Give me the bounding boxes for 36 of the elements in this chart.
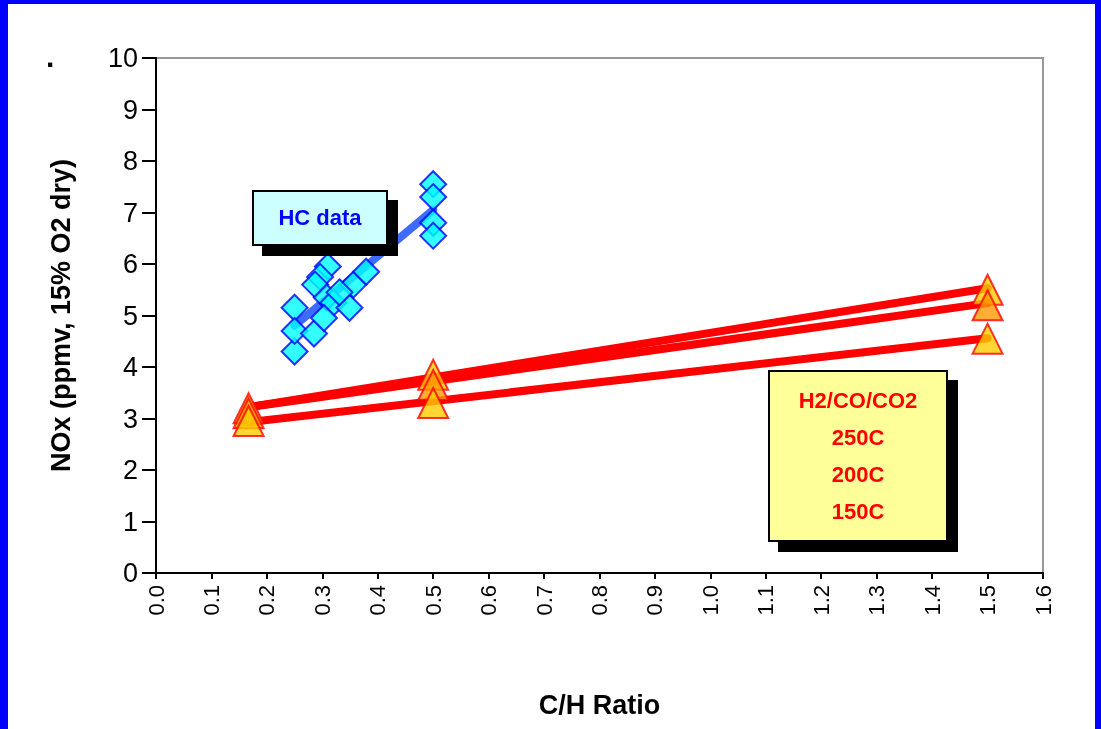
y-tick-label: 8 [122,146,138,176]
x-tick-label: 0.6 [476,585,502,616]
x-tick-label: 1.0 [697,585,723,616]
annotation: 200C [830,461,886,489]
y-tick-label: 2 [122,455,138,485]
y-tick-label: 1 [122,506,138,537]
x-tick-label: 1.2 [808,585,834,616]
annotation: 150C [830,498,886,526]
y-tick-label: 4 [122,352,138,382]
y-tick-label: 5 [122,300,138,331]
text: . [46,40,55,74]
x-tick-label: 0.1 [198,585,224,616]
y-tick-label: 3 [122,403,138,434]
x-tick-label: 1.3 [864,585,890,616]
annotation: 250C [830,424,886,452]
x-tick-label: 0.7 [531,585,557,616]
x-tick-label: 0.2 [254,585,280,616]
annotation: H2/CO/CO2 [797,387,919,415]
x-tick-label: 0.9 [642,585,668,616]
y-tick-label: 7 [122,197,138,228]
y-tick-label: 6 [122,249,138,279]
x-tick-label: 1.4 [919,585,945,616]
y-axis-title: NOx (ppmv, 15% O2 dry) [45,158,76,473]
y-tick-label: 10 [107,43,138,73]
x-tick-label: 0.4 [365,585,391,616]
x-tick-label: 1.1 [753,585,779,616]
y-tick-label: 0 [122,558,138,588]
x-tick-label: 0.8 [587,585,612,616]
x-tick-label: 0.3 [309,585,335,616]
x-axis-title: C/H Ratio [538,689,661,720]
x-tick-label: 1.6 [1030,585,1056,616]
x-tick-label: 1.5 [975,585,1001,616]
x-tick-label: 0.0 [143,585,169,616]
annotation: HC data [252,190,388,246]
x-tick-label: 0.5 [420,585,446,616]
y-tick-label: 9 [122,94,138,125]
